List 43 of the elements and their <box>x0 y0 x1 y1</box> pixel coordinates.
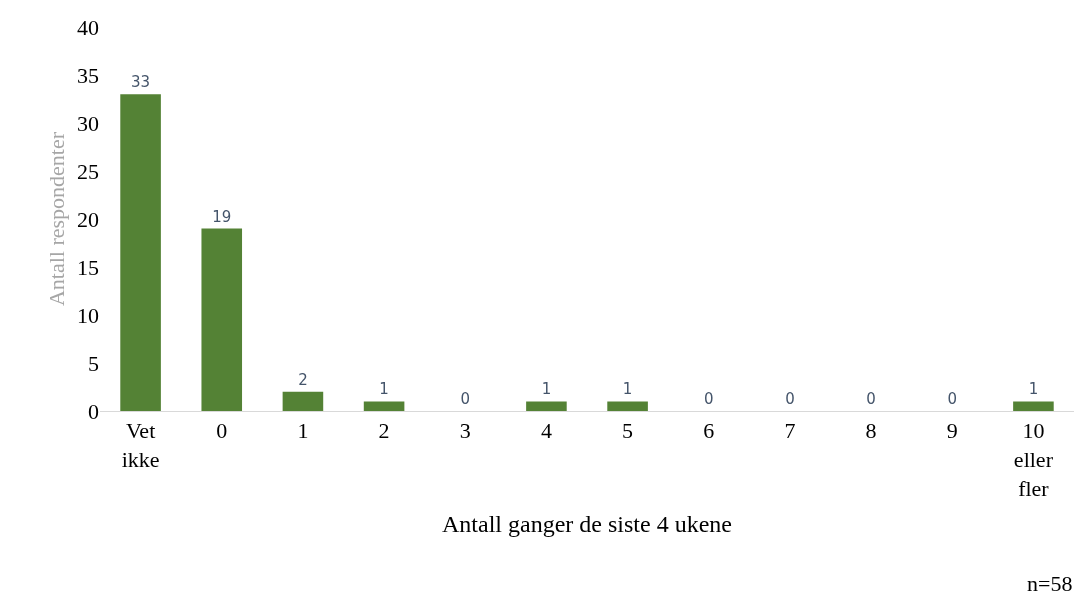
bar <box>1013 401 1054 411</box>
data-label: 0 <box>866 390 876 408</box>
x-tick-label: 7 <box>784 418 796 444</box>
data-label: 1 <box>1028 380 1039 399</box>
x-tick-label: 5 <box>622 418 634 444</box>
data-label: 0 <box>460 390 471 408</box>
x-tick-label: 3 <box>459 418 471 444</box>
text: n=58 <box>1027 571 1073 596</box>
y-tick-label: 30 <box>77 110 99 136</box>
bar <box>526 401 567 411</box>
y-axis-title: Antall respondenter <box>43 131 69 307</box>
y-tick-label: 5 <box>88 350 99 376</box>
data-label: 0 <box>785 390 795 408</box>
data-label: 1 <box>379 380 389 399</box>
y-tick-label: 40 <box>77 14 99 40</box>
x-tick-label: 2 <box>378 418 390 444</box>
bar <box>363 401 405 411</box>
bar <box>607 401 648 411</box>
data-label: 33 <box>131 73 151 92</box>
y-tick-label: 15 <box>77 254 99 280</box>
bar <box>282 391 324 411</box>
bar <box>201 228 243 411</box>
x-tick-label: 9 <box>946 418 958 444</box>
x-tick-label: 1 <box>297 418 309 444</box>
x-tick-label: 6 <box>703 418 715 444</box>
bar <box>120 94 161 411</box>
y-tick-label: 0 <box>88 398 99 424</box>
y-tick-label: 25 <box>77 158 99 184</box>
x-tick-label: 0 <box>216 418 228 444</box>
y-tick-label: 10 <box>77 302 99 328</box>
x-axis-title: Antall ganger de siste 4 ukene <box>442 510 732 537</box>
x-tick-label: Vet ikke <box>121 418 160 472</box>
x-tick-label: 4 <box>540 418 552 444</box>
x-tick-label: 10 eller fler <box>1013 418 1054 501</box>
data-label: 0 <box>947 390 958 408</box>
data-label: 19 <box>212 207 232 226</box>
data-label: 1 <box>541 380 552 399</box>
y-tick-label: 20 <box>77 206 99 232</box>
data-label: 2 <box>298 370 308 389</box>
data-label: 0 <box>703 390 714 408</box>
x-tick-label: 8 <box>865 418 877 444</box>
y-tick-label: 35 <box>77 62 99 88</box>
data-label: 1 <box>622 380 633 399</box>
